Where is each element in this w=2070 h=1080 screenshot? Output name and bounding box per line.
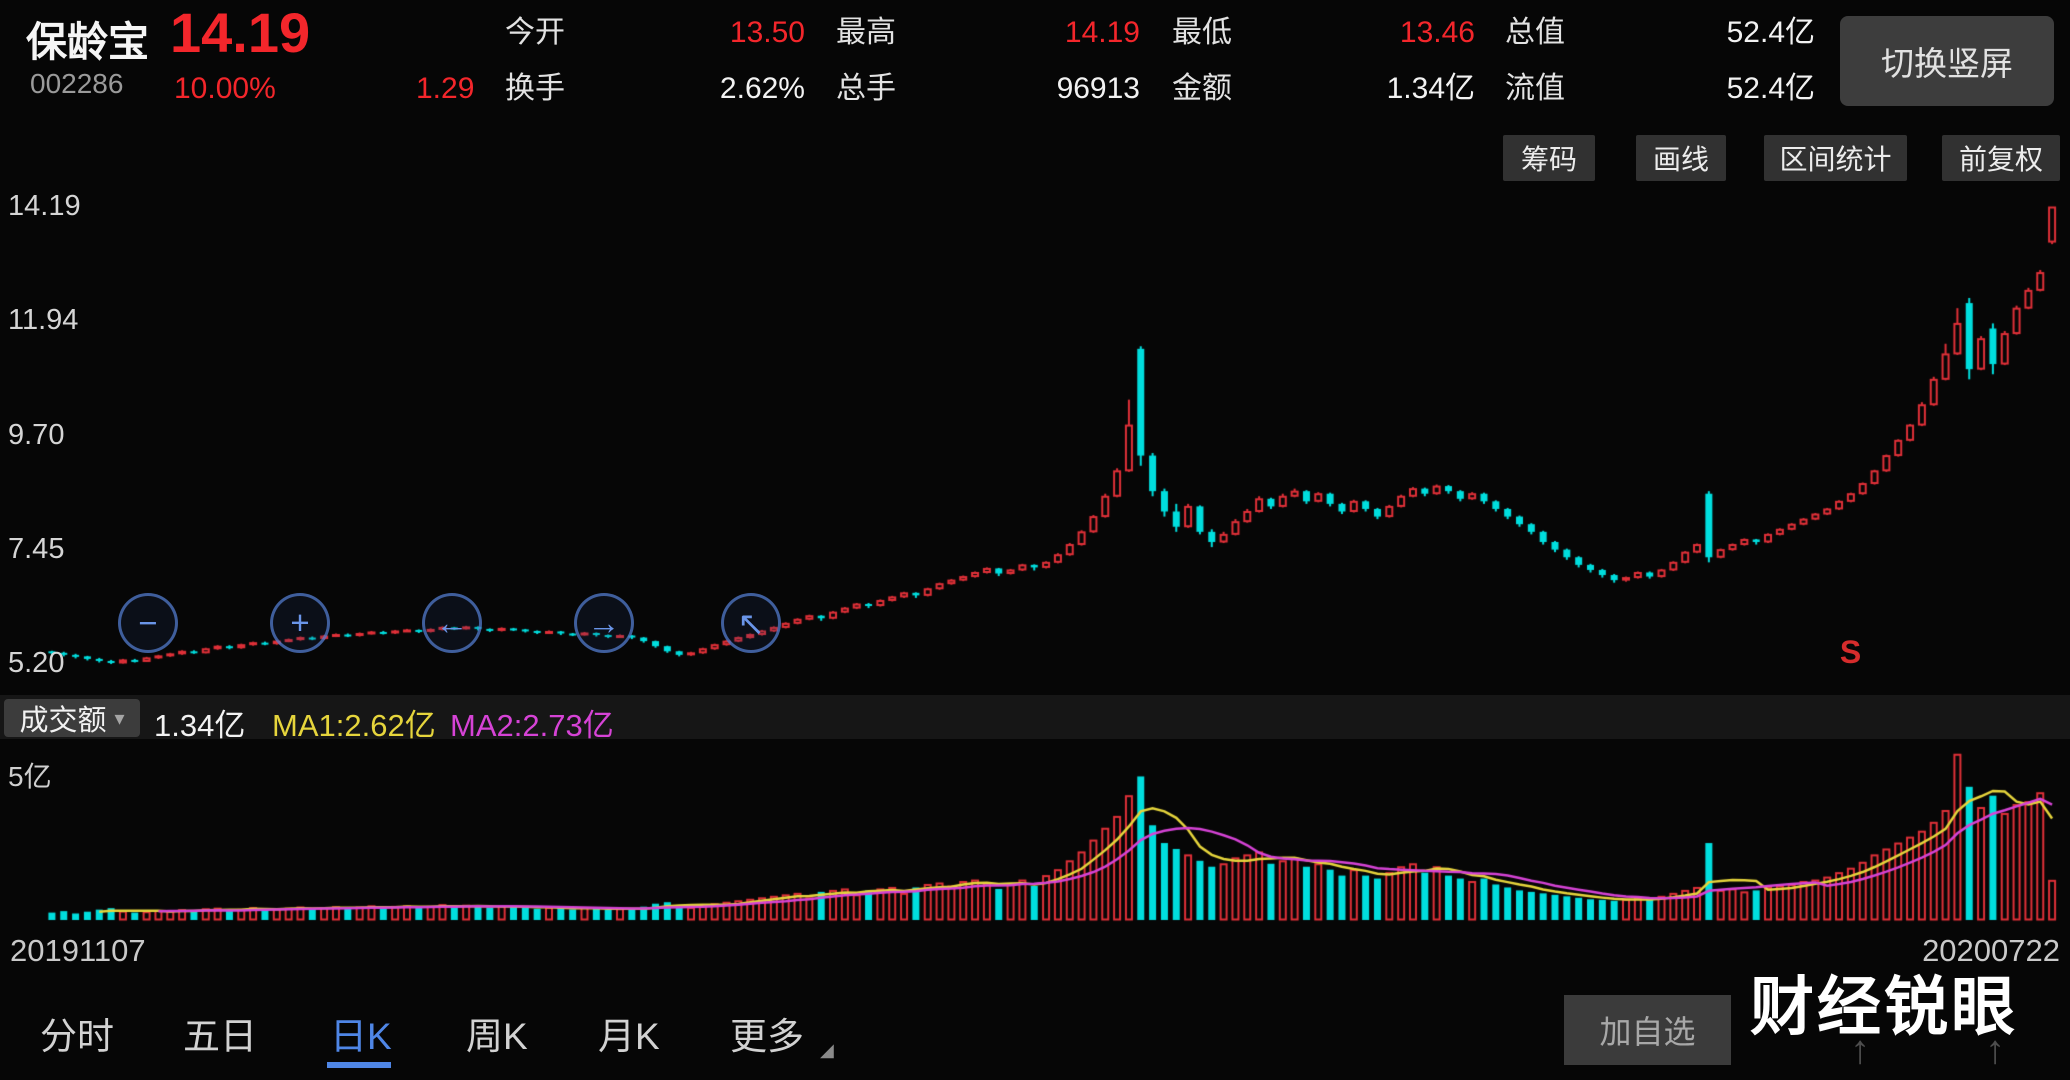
stat-label-low: 最低 [1172, 16, 1232, 49]
pan-left-button[interactable]: ← [422, 593, 482, 653]
stock-code: 002286 [30, 68, 124, 99]
x-axis-end-date: 20200722 [1922, 933, 2060, 968]
stat-column-low-amount: 最低 13.46 金额 1.34亿 [1172, 14, 1475, 108]
quote-header: 保龄宝 002286 14.19 10.00% 1.29 今开 13.50 换手… [0, 0, 2070, 122]
zoom-in-button[interactable]: + [270, 593, 330, 653]
draw-line-button[interactable]: 画线 [1636, 135, 1726, 181]
crosshair-cursor-icon: ↖ [737, 604, 765, 642]
pan-right-button[interactable]: → [574, 593, 634, 653]
stat-value-float-cap: 52.4亿 [1726, 72, 1815, 105]
stat-label-total-lots: 总手 [836, 72, 896, 105]
stat-value-turnover-rate: 2.62% [719, 72, 805, 105]
stat-value-total-cap: 52.4亿 [1726, 16, 1815, 49]
arrow-right-icon: → [587, 604, 621, 641]
stat-label-open: 今开 [505, 16, 565, 49]
price-axis-tick: 5.20 [8, 647, 65, 679]
stock-name: 保龄宝 [26, 19, 149, 65]
price-axis-tick: 14.19 [8, 190, 81, 222]
stat-open: 今开 13.50 [505, 14, 805, 52]
current-price: 14.19 [170, 1, 311, 64]
tab-five-day[interactable]: 五日 [183, 1016, 257, 1057]
price-axis-tick: 11.94 [8, 304, 79, 336]
volume-axis-tick: 5亿 [8, 761, 52, 792]
stat-low: 最低 13.46 [1172, 14, 1475, 52]
volume-current-value: 1.34亿 [154, 708, 246, 743]
active-tab-underline [327, 1062, 391, 1068]
forward-adjust-button[interactable]: 前复权 [1942, 135, 2060, 181]
plus-icon: + [290, 604, 310, 641]
stat-value-total-lots: 96913 [1056, 72, 1140, 105]
stat-value-open: 13.50 [729, 16, 805, 49]
stat-amount: 金额 1.34亿 [1172, 70, 1475, 108]
range-stats-button[interactable]: 区间统计 [1764, 135, 1907, 181]
stat-value-high: 14.19 [1064, 16, 1140, 49]
stat-value-amount: 1.34亿 [1386, 72, 1475, 105]
volume-ma2-label: MA2:2.73亿 [450, 708, 614, 743]
tab-weekly-k[interactable]: 周K [466, 1016, 528, 1057]
price-axis-tick: 9.70 [8, 419, 65, 451]
stat-float-cap: 流值 52.4亿 [1505, 70, 1815, 108]
tab-intraday[interactable]: 分时 [40, 1016, 114, 1057]
stat-column-caps: 总值 52.4亿 流值 52.4亿 [1505, 14, 1815, 108]
stat-high: 最高 14.19 [836, 14, 1140, 52]
stat-total-cap: 总值 52.4亿 [1505, 14, 1815, 52]
change-amount: 1.29 [416, 72, 475, 105]
chips-button[interactable]: 筹码 [1503, 135, 1595, 181]
stat-column-high-lots: 最高 14.19 总手 96913 [836, 14, 1140, 108]
arrow-up-icon[interactable]: ↑ [1850, 1028, 1870, 1072]
stat-label-amount: 金额 [1172, 72, 1232, 105]
x-axis-start-date: 20191107 [10, 933, 146, 968]
indicator-label: 成交额 [19, 705, 107, 737]
stat-turnover-rate: 换手 2.62% [505, 70, 805, 108]
stat-label-high: 最高 [836, 16, 896, 49]
volume-ma1-label: MA1:2.62亿 [272, 708, 436, 743]
watermark-caijing-ruiyan: 财经锐眼 [1750, 971, 2018, 1043]
stat-value-low: 13.46 [1399, 16, 1475, 49]
sell-marker: S [1839, 634, 1862, 670]
change-percent: 10.00% [174, 72, 276, 105]
add-watchlist-button[interactable]: 加自选 [1564, 995, 1731, 1065]
price-axis-tick: 7.45 [8, 533, 65, 565]
chevron-down-icon: ▾ [114, 707, 125, 730]
stat-column-open-turnover: 今开 13.50 换手 2.62% [505, 14, 805, 108]
switch-portrait-button[interactable]: 切换竖屏 [1840, 16, 2054, 106]
tab-more[interactable]: 更多 [730, 1016, 804, 1057]
stat-label-float-cap: 流值 [1505, 72, 1565, 105]
stat-label-turnover-rate: 换手 [505, 72, 565, 105]
tab-daily-k[interactable]: 日K [330, 1016, 392, 1057]
indicator-selector[interactable]: 成交额 ▾ [4, 699, 140, 737]
stat-total-lots: 总手 96913 [836, 70, 1140, 108]
crosshair-button[interactable]: ↖ [721, 593, 781, 653]
arrow-up-icon[interactable]: ↑ [1985, 1028, 2005, 1072]
tab-monthly-k[interactable]: 月K [598, 1016, 660, 1057]
indicator-bar [0, 695, 2070, 739]
minus-icon: − [138, 604, 158, 641]
arrow-left-icon: ← [435, 604, 469, 641]
zoom-out-button[interactable]: − [118, 593, 178, 653]
stat-label-total-cap: 总值 [1505, 16, 1565, 49]
more-caret-icon: ◢ [820, 1040, 834, 1060]
